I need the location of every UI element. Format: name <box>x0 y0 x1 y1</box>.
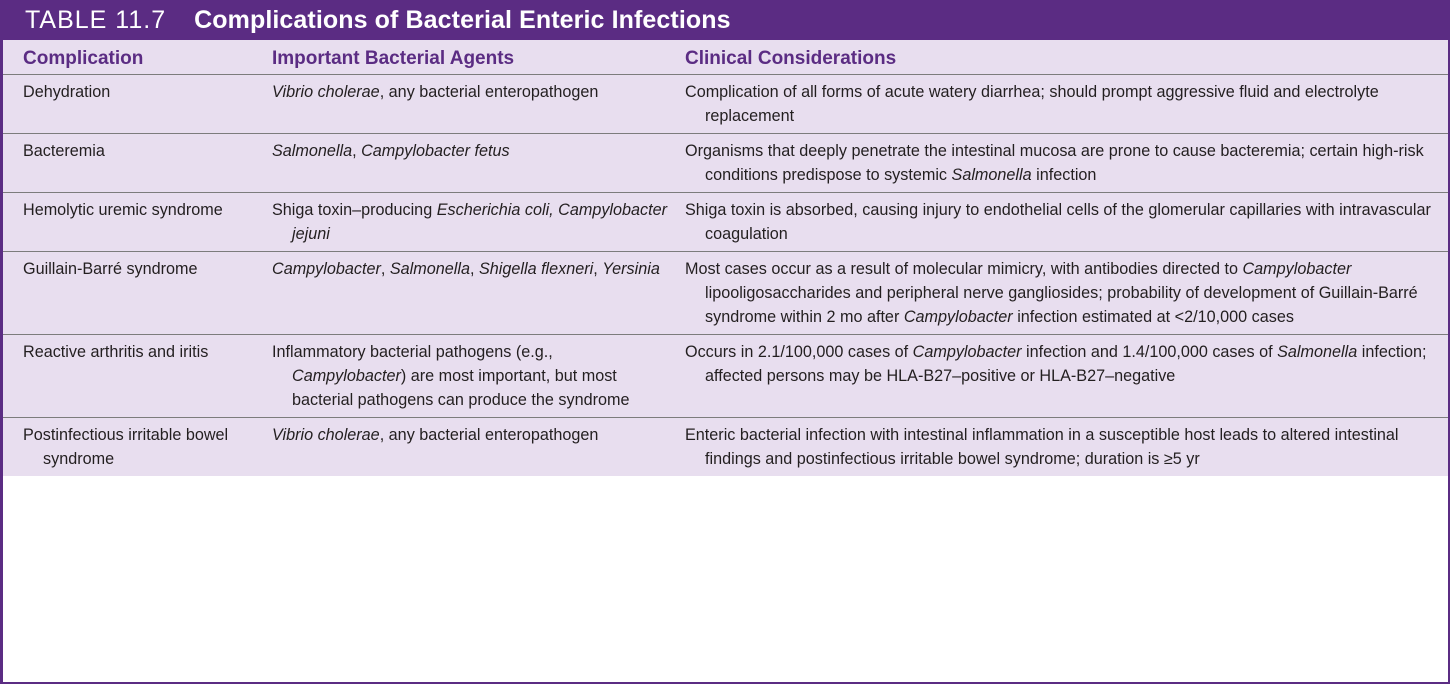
organism-name: Vibrio cholerae <box>272 426 380 444</box>
agents-text: Vibrio cholerae, any bacterial enteropat… <box>272 423 670 447</box>
table-label: TABLE 11.7 <box>25 5 167 34</box>
complication-text: Hemolytic uremic syndrome <box>23 201 223 219</box>
organism-name: Salmonella <box>951 166 1032 184</box>
text-run: , any bacterial enteropathogen <box>379 83 599 101</box>
considerations-text: Enteric bacterial infection with intesti… <box>685 423 1440 471</box>
table-body: Dehydration Vibrio cholerae, any bacteria… <box>3 74 1448 476</box>
text-run: lipooligosaccharides and peripheral nerv… <box>705 284 1418 326</box>
complication-text: Bacteremia <box>23 142 105 160</box>
text-run: infection; affected persons may be HLA-B… <box>705 343 1427 385</box>
complication-cell: Hemolytic uremic syndrome <box>3 192 270 252</box>
organism-name: Campylobacter <box>912 343 1022 361</box>
text-run: , <box>380 260 390 278</box>
table-row: Reactive arthritis and iritis Inflammator… <box>3 334 1448 418</box>
agents-text: Inflammatory bacterial pathogens (e.g., … <box>272 340 670 412</box>
table-title-bar: TABLE 11.7 Complications of Bacterial En… <box>3 0 1448 40</box>
organism-name: Campylobacter fetus <box>361 142 510 160</box>
text-run: Inflammatory bacterial pathogens (e.g., <box>272 343 553 361</box>
agents-cell: Vibrio cholerae, any bacterial enteropat… <box>270 74 678 134</box>
considerations-cell: Occurs in 2.1/100,000 cases of Campyloba… <box>678 334 1448 418</box>
text-run: Complication of all forms of acute water… <box>685 83 1379 125</box>
text-run: , <box>469 260 479 278</box>
agents-cell: Vibrio cholerae, any bacterial enteropat… <box>270 417 678 476</box>
organism-name: Shigella flexneri <box>478 260 594 278</box>
complication-cell: Dehydration <box>3 74 270 134</box>
considerations-text: Organisms that deeply penetrate the inte… <box>685 139 1440 187</box>
table-row: Postinfectious irritable bowel syndrome V… <box>3 417 1448 476</box>
agents-cell: Shiga toxin–producing Escherichia coli, … <box>270 192 678 252</box>
table-row: Dehydration Vibrio cholerae, any bacteria… <box>3 74 1448 134</box>
column-header-considerations: Clinical Considerations <box>685 47 897 69</box>
considerations-cell: Complication of all forms of acute water… <box>678 74 1448 134</box>
table-title: Complications of Bacterial Enteric Infec… <box>194 5 731 34</box>
organism-name: Yersinia <box>602 260 660 278</box>
organism-name: Vibrio cholerae <box>272 83 380 101</box>
complication-text: Dehydration <box>23 83 111 101</box>
column-header-agents: Important Bacterial Agents <box>272 47 515 69</box>
considerations-cell: Organisms that deeply penetrate the inte… <box>678 133 1448 193</box>
complication-cell: Guillain-Barré syndrome <box>3 251 270 335</box>
agents-text: Shiga toxin–producing Escherichia coli, … <box>272 198 670 246</box>
column-header-complication: Complication <box>23 47 144 69</box>
agents-cell: Salmonella, Campylobacter fetus <box>270 133 678 193</box>
agents-cell: Inflammatory bacterial pathogens (e.g., … <box>270 334 678 418</box>
text-run: Shiga toxin is absorbed, causing injury … <box>685 201 1431 243</box>
considerations-text: Complication of all forms of acute water… <box>685 80 1440 128</box>
complication-text: Postinfectious irritable bowel syndrome <box>23 426 229 468</box>
text-run: Enteric bacterial infection with intesti… <box>685 426 1399 468</box>
considerations-text: Shiga toxin is absorbed, causing injury … <box>685 198 1440 246</box>
organism-name: Salmonella <box>1277 343 1358 361</box>
text-run: , <box>593 260 603 278</box>
organism-name: Campylobacter <box>292 367 401 385</box>
table-row: Bacteremia Salmonella, Campylobacter fetu… <box>3 133 1448 193</box>
text-run: infection <box>1031 166 1097 184</box>
table-row: Hemolytic uremic syndrome Shiga toxin–pro… <box>3 192 1448 252</box>
text-run: Shiga toxin–producing <box>272 201 437 219</box>
considerations-cell: Enteric bacterial infection with intesti… <box>678 417 1448 476</box>
agents-text: Vibrio cholerae, any bacterial enteropat… <box>272 80 670 104</box>
considerations-cell: Shiga toxin is absorbed, causing injury … <box>678 192 1448 252</box>
text-run: ) are most important, but most bacterial… <box>292 367 630 409</box>
organism-name: Campylobacter <box>1242 260 1352 278</box>
data-table: Complication Important Bacterial Agents … <box>3 40 1448 476</box>
header-row: Complication Important Bacterial Agents … <box>3 40 1448 75</box>
agents-text: Salmonella, Campylobacter fetus <box>272 139 670 163</box>
complication-text: Guillain-Barré syndrome <box>23 260 198 278</box>
text-run: Organisms that deeply penetrate the inte… <box>685 142 1424 184</box>
organism-name: Salmonella <box>272 142 353 160</box>
complication-cell: Postinfectious irritable bowel syndrome <box>3 417 270 476</box>
table-row: Guillain-Barré syndrome Campylobacter, Sa… <box>3 251 1448 335</box>
text-run: infection estimated at <2/10,000 cases <box>1012 308 1294 326</box>
text-run: Most cases occur as a result of molecula… <box>685 260 1243 278</box>
considerations-cell: Most cases occur as a result of molecula… <box>678 251 1448 335</box>
organism-name: Campylobacter <box>903 308 1013 326</box>
considerations-text: Most cases occur as a result of molecula… <box>685 257 1440 329</box>
text-run: , <box>352 142 362 160</box>
agents-cell: Campylobacter, Salmonella, Shigella flex… <box>270 251 678 335</box>
organism-name: Escherichia coli, Campylobacter jejuni <box>292 201 668 243</box>
text-run: infection and 1.4/100,000 cases of <box>1021 343 1278 361</box>
complication-cell: Reactive arthritis and iritis <box>3 334 270 418</box>
organism-name: Salmonella <box>389 260 470 278</box>
agents-text: Campylobacter, Salmonella, Shigella flex… <box>272 257 670 281</box>
text-run: , any bacterial enteropathogen <box>379 426 599 444</box>
text-run: Occurs in 2.1/100,000 cases of <box>685 343 913 361</box>
considerations-text: Occurs in 2.1/100,000 cases of Campyloba… <box>685 340 1440 388</box>
complication-cell: Bacteremia <box>3 133 270 193</box>
organism-name: Campylobacter <box>272 260 381 278</box>
complication-text: Reactive arthritis and iritis <box>23 343 209 361</box>
